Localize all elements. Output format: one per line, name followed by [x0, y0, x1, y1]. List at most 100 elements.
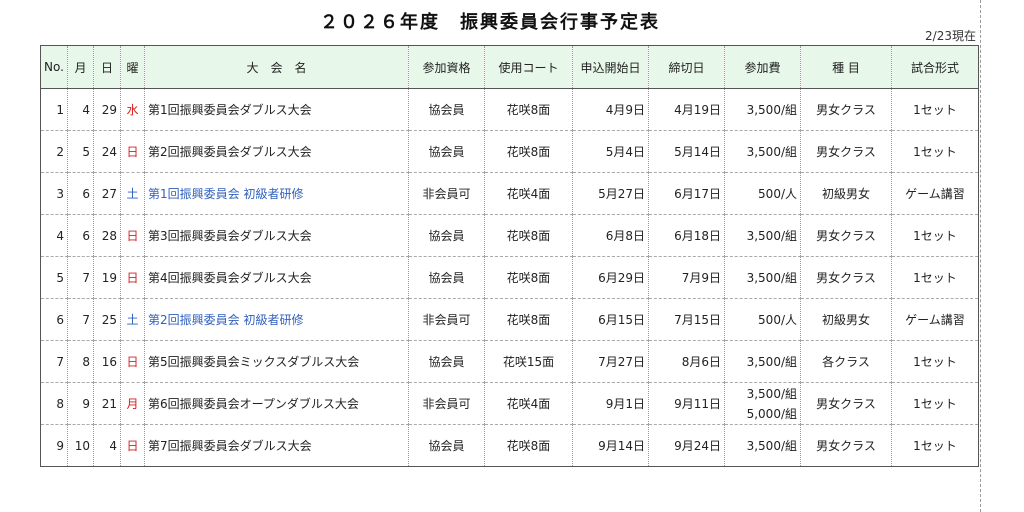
- row-dow: 水: [120, 88, 145, 131]
- row-court: 花咲8面: [484, 130, 573, 173]
- row-format: ゲーム講習: [891, 172, 979, 215]
- header-dow: 曜: [120, 45, 145, 89]
- row-fee-line: 5,000/組: [746, 406, 797, 421]
- header-category: 種 目: [800, 45, 892, 89]
- row-entry-start: 5月4日: [572, 130, 649, 173]
- row-day: 25: [93, 298, 121, 341]
- row-month: 4: [67, 88, 94, 131]
- row-day: 4: [93, 424, 121, 467]
- table-row: 1 4 29 水第1回振興委員会ダブルス大会 協会員 花咲8面 4月9日 4月19日 3,500…: [40, 88, 979, 131]
- table-row: 2 5 24 日第2回振興委員会ダブルス大会 協会員 花咲8面 5月4日 5月14日 3,500…: [40, 130, 979, 173]
- row-category: 男女クラス: [800, 256, 892, 299]
- row-deadline: 7月9日: [648, 256, 725, 299]
- row-deadline: 6月17日: [648, 172, 725, 215]
- row-fee: 3,500/組: [724, 340, 801, 383]
- row-deadline: 8月6日: [648, 340, 725, 383]
- row-entry-start: 5月27日: [572, 172, 649, 215]
- row-day: 16: [93, 340, 121, 383]
- row-no: 8: [40, 382, 68, 425]
- row-no: 9: [40, 424, 68, 467]
- row-deadline: 4月19日: [648, 88, 725, 131]
- row-day: 28: [93, 214, 121, 257]
- row-eligibility: 非会員可: [408, 172, 485, 215]
- row-fee-line: 3,500/組: [746, 386, 797, 401]
- row-category: 各クラス: [800, 340, 892, 383]
- table-row: 6 7 25 土第2回振興委員会 初級者研修 非会員可 花咲8面 6月15日 7月15日 500…: [40, 298, 979, 341]
- row-deadline: 5月14日: [648, 130, 725, 173]
- row-court: 花咲8面: [484, 298, 573, 341]
- page-title: ２０２６年度 振興委員会行事予定表: [320, 12, 660, 33]
- row-no: 3: [40, 172, 68, 215]
- row-month: 9: [67, 382, 94, 425]
- row-no: 1: [40, 88, 68, 131]
- row-event-name: 第7回振興委員会ダブルス大会: [144, 424, 409, 467]
- row-format: 1セット: [891, 88, 979, 131]
- table-row: 9 10 4 日第7回振興委員会ダブルス大会 協会員 花咲8面 9月14日 9月24日 3,50…: [40, 424, 979, 467]
- row-eligibility: 協会員: [408, 130, 485, 173]
- row-category: 男女クラス: [800, 214, 892, 257]
- row-format: 1セット: [891, 214, 979, 257]
- row-deadline: 9月11日: [648, 382, 725, 425]
- row-entry-start: 7月27日: [572, 340, 649, 383]
- row-month: 6: [67, 172, 94, 215]
- row-fee: 3,500/組: [724, 88, 801, 131]
- row-entry-start: 9月1日: [572, 382, 649, 425]
- row-dow: 日: [120, 130, 145, 173]
- header-day: 日: [93, 45, 121, 89]
- header-month: 月: [67, 45, 94, 89]
- row-court: 花咲8面: [484, 256, 573, 299]
- row-month: 8: [67, 340, 94, 383]
- row-eligibility: 協会員: [408, 256, 485, 299]
- row-event-name: 第1回振興委員会 初級者研修: [144, 172, 409, 215]
- page-break-line: [980, 0, 981, 512]
- row-format: 1セット: [891, 424, 979, 467]
- row-dow: 日: [120, 214, 145, 257]
- row-dow: 日: [120, 424, 145, 467]
- row-fee: 3,500/組: [724, 424, 801, 467]
- row-no: 7: [40, 340, 68, 383]
- row-eligibility: 協会員: [408, 88, 485, 131]
- header-deadline: 締切日: [648, 45, 725, 89]
- row-deadline: 7月15日: [648, 298, 725, 341]
- row-court: 花咲4面: [484, 172, 573, 215]
- table-row: 4 6 28 日第3回振興委員会ダブルス大会 協会員 花咲8面 6月8日 6月18日 3,500…: [40, 214, 979, 257]
- row-fee: 3,500/組: [724, 256, 801, 299]
- row-day: 24: [93, 130, 121, 173]
- row-category: 男女クラス: [800, 88, 892, 131]
- row-category: 男女クラス: [800, 130, 892, 173]
- row-day: 21: [93, 382, 121, 425]
- schedule-rows: 1 4 29 水第1回振興委員会ダブルス大会 協会員 花咲8面 4月9日 4月19日 3,500…: [40, 88, 979, 467]
- row-entry-start: 6月29日: [572, 256, 649, 299]
- header-fee: 参加費: [724, 45, 801, 89]
- row-format: 1セット: [891, 256, 979, 299]
- row-format: ゲーム講習: [891, 298, 979, 341]
- row-eligibility: 非会員可: [408, 382, 485, 425]
- row-event-name: 第4回振興委員会ダブルス大会: [144, 256, 409, 299]
- row-event-name: 第6回振興委員会オープンダブルス大会: [144, 382, 409, 425]
- row-fee: 500/人: [724, 298, 801, 341]
- row-deadline: 9月24日: [648, 424, 725, 467]
- row-no: 4: [40, 214, 68, 257]
- row-entry-start: 9月14日: [572, 424, 649, 467]
- row-deadline: 6月18日: [648, 214, 725, 257]
- row-entry-start: 6月8日: [572, 214, 649, 257]
- row-format: 1セット: [891, 382, 979, 425]
- row-dow: 土: [120, 298, 145, 341]
- table-row: 3 6 27 土第1回振興委員会 初級者研修 非会員可 花咲4面 5月27日 6月17日 500…: [40, 172, 979, 215]
- row-month: 7: [67, 256, 94, 299]
- row-month: 6: [67, 214, 94, 257]
- row-entry-start: 6月15日: [572, 298, 649, 341]
- header-name: 大 会 名: [144, 45, 409, 89]
- row-dow: 月: [120, 382, 145, 425]
- row-category: 男女クラス: [800, 424, 892, 467]
- row-day: 27: [93, 172, 121, 215]
- row-event-name: 第1回振興委員会ダブルス大会: [144, 88, 409, 131]
- row-fee: 500/人: [724, 172, 801, 215]
- row-event-name: 第5回振興委員会ミックスダブルス大会: [144, 340, 409, 383]
- row-event-name: 第2回振興委員会 初級者研修: [144, 298, 409, 341]
- row-no: 5: [40, 256, 68, 299]
- row-fee: 3,500/組: [724, 130, 801, 173]
- row-category: 男女クラス: [800, 382, 892, 425]
- row-no: 2: [40, 130, 68, 173]
- row-court: 花咲8面: [484, 88, 573, 131]
